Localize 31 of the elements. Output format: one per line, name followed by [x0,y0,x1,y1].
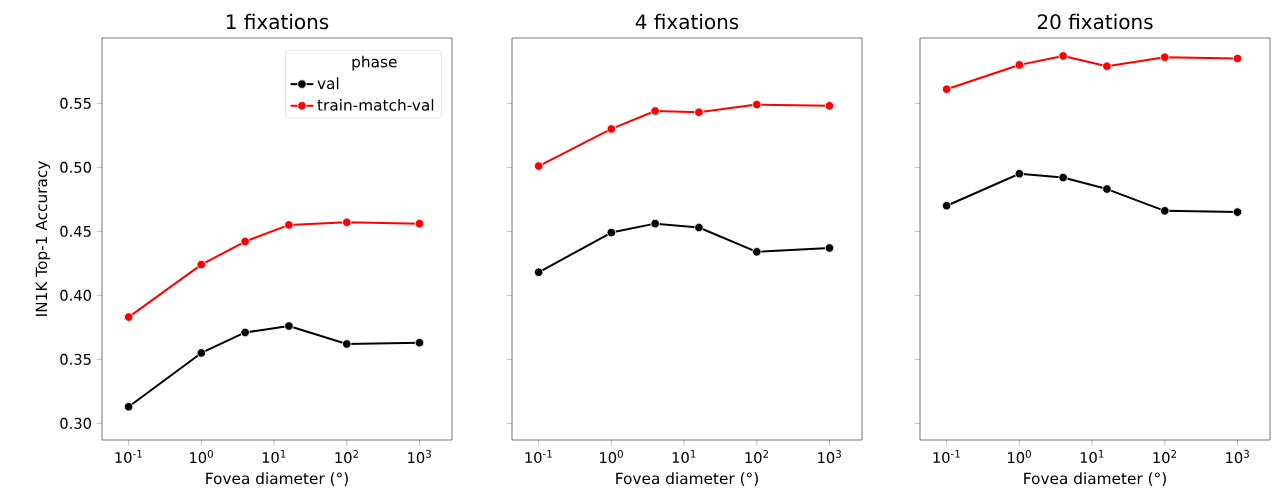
y-tick-label: 0.45 [60,225,91,237]
x-tick-label: 10$^{0}$ [1008,450,1031,464]
x-axis-title: Fovea diameter (°) [616,472,758,486]
y-tick-label: 0.40 [60,289,91,301]
y-axis-title: IN1K Top-1 Accuracy [35,161,51,316]
x-tick-label: 10$^{-1}$ [115,450,142,464]
y-tick-label: 0.50 [60,161,91,173]
y-tick-label: 0.35 [60,353,91,365]
x-tick-label: 10$^{3}$ [1226,450,1249,464]
x-tick-label: 10$^{1}$ [672,450,696,464]
x-axis-title: Fovea diameter (°) [1024,472,1166,486]
x-tick-label: 10$^{2}$ [1153,450,1177,464]
x-axis-title: Fovea diameter (°) [206,472,348,486]
x-tick-label: 10$^{2}$ [745,450,769,464]
chart-title: 20 fixations [1037,13,1153,30]
x-tick-label: 10$^{3}$ [818,450,841,464]
x-tick-label: 10$^{-1}$ [525,450,552,464]
y-tick-label: 0.55 [60,97,91,109]
chart-title: 1 fixations [226,13,329,30]
x-tick-label: 10$^{2}$ [335,450,359,464]
chart-title: 4 fixations [635,13,739,30]
legend-label: train-match-val [317,98,434,111]
x-tick-label: 10$^{0}$ [600,450,623,464]
y-tick-label: 0.30 [60,417,91,429]
x-tick-label: 10$^{1}$ [262,450,286,464]
x-tick-label: 10$^{1}$ [1080,450,1104,464]
legend-title: phase [352,55,397,71]
legend-label: val [317,77,339,90]
x-tick-label: 10$^{3}$ [408,450,431,464]
x-tick-label: 10$^{-1}$ [933,450,960,464]
x-tick-label: 10$^{0}$ [190,450,213,464]
